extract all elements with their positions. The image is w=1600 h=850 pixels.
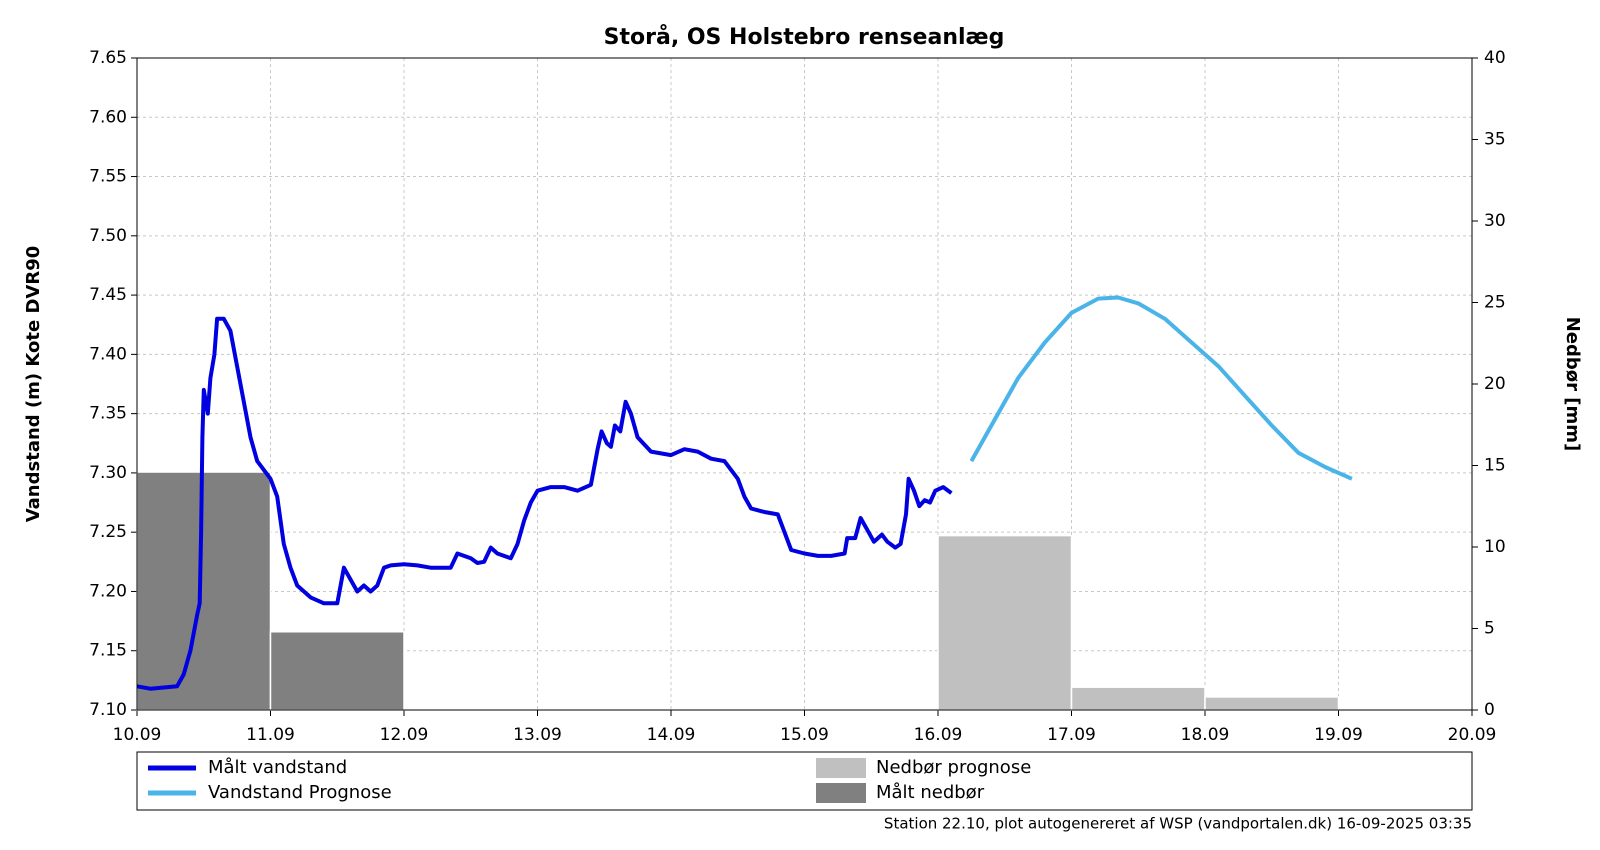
rain-bar <box>269 631 405 711</box>
level-line <box>136 316 953 691</box>
rain-bar <box>1204 696 1340 711</box>
plot-frame <box>136 57 1473 711</box>
x-tick-label: 20.09 <box>1448 725 1497 745</box>
x-tick-label: 19.09 <box>1314 725 1363 745</box>
y-tick-label: 7.15 <box>89 641 127 661</box>
legend-label: Målt nedbør <box>876 782 985 803</box>
legend-swatch <box>816 783 866 803</box>
y-tick-label: 7.50 <box>89 226 127 246</box>
rain-bar <box>937 534 1073 711</box>
x-tick-label: 18.09 <box>1181 725 1230 745</box>
legend-label: Målt vandstand <box>208 757 347 778</box>
footer-note: Station 22.10, plot autogenereret af WSP… <box>884 815 1472 833</box>
legend-swatch <box>816 758 866 778</box>
x-tick-label: 10.09 <box>113 725 162 745</box>
y2-tick-label: 30 <box>1484 211 1506 231</box>
y-tick-label: 7.20 <box>89 581 127 601</box>
x-tick-label: 16.09 <box>914 725 963 745</box>
y2-tick-label: 0 <box>1484 700 1495 720</box>
y-tick-label: 7.60 <box>89 107 127 127</box>
y2-axis-label: Nedbør [mm] <box>1562 317 1583 452</box>
y2-tick-label: 15 <box>1484 456 1506 476</box>
y2-tick-label: 35 <box>1484 130 1506 150</box>
rain-bar <box>1070 686 1206 711</box>
y-tick-label: 7.65 <box>89 48 127 68</box>
x-tick-label: 17.09 <box>1047 725 1096 745</box>
y-tick-label: 7.55 <box>89 167 127 187</box>
legend-box <box>136 751 1473 811</box>
y2-tick-label: 10 <box>1484 537 1506 557</box>
y-axis-label: Vandstand (m) Kote DVR90 <box>23 246 44 523</box>
y-tick-label: 7.25 <box>89 522 127 542</box>
x-tick-label: 14.09 <box>647 725 696 745</box>
rain-bar <box>136 471 272 711</box>
legend-label: Vandstand Prognose <box>208 782 392 803</box>
x-tick-label: 12.09 <box>380 725 429 745</box>
chart-title: Storå, OS Holstebro renseanlæg <box>604 24 1005 50</box>
y2-tick-label: 20 <box>1484 374 1506 394</box>
y2-tick-label: 5 <box>1484 619 1495 639</box>
y2-tick-label: 40 <box>1484 48 1506 68</box>
x-tick-label: 13.09 <box>513 725 562 745</box>
level-line <box>969 295 1353 481</box>
y-tick-label: 7.35 <box>89 404 127 424</box>
y-tick-label: 7.45 <box>89 285 127 305</box>
y-tick-label: 7.10 <box>89 700 127 720</box>
y-tick-label: 7.30 <box>89 463 127 483</box>
y-tick-label: 7.40 <box>89 344 127 364</box>
y2-tick-label: 25 <box>1484 293 1506 313</box>
x-tick-label: 11.09 <box>246 725 295 745</box>
x-tick-label: 15.09 <box>780 725 829 745</box>
legend-label: Nedbør prognose <box>876 757 1031 778</box>
